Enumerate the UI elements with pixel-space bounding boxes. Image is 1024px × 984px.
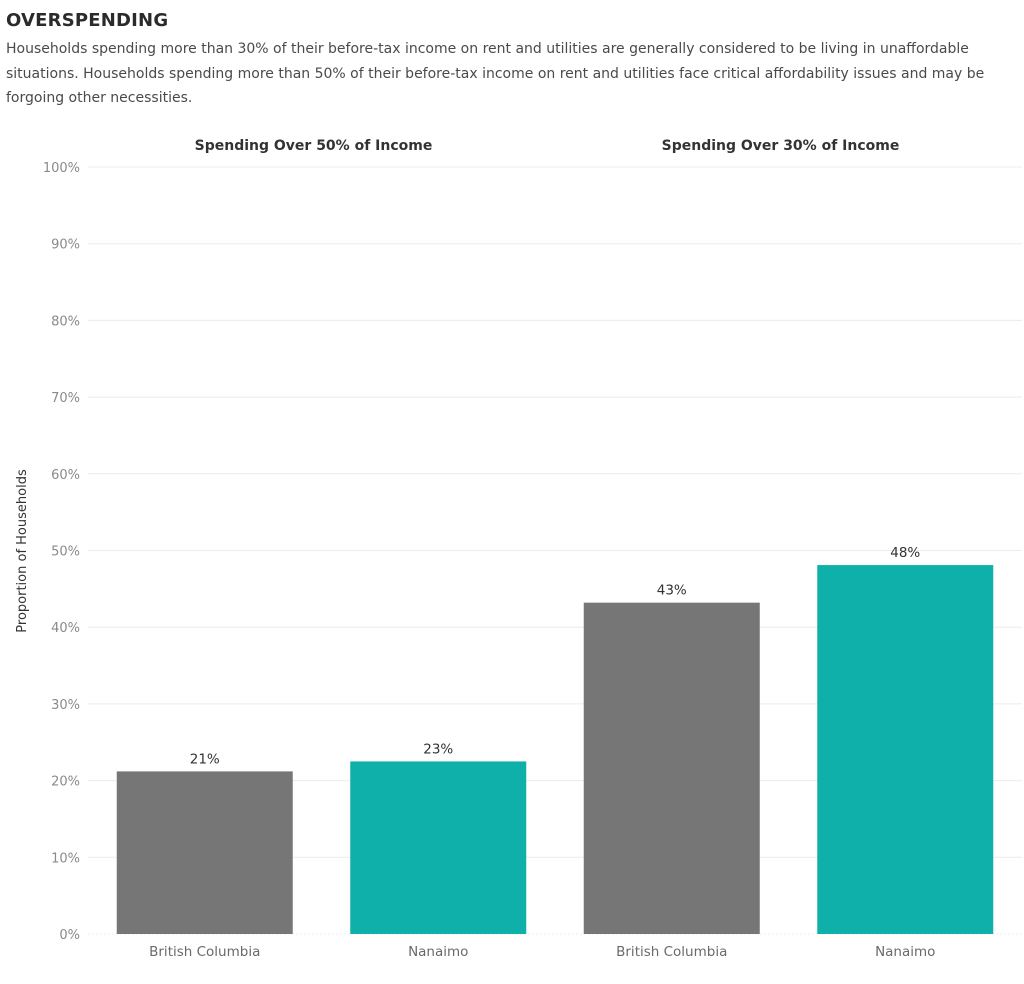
bar-british-columbia — [583, 602, 760, 934]
panel-title: Spending Over 50% of Income — [195, 138, 433, 154]
data-label: 43% — [657, 583, 687, 599]
y-tick-label: 80% — [51, 314, 80, 329]
y-tick-label: 0% — [59, 928, 80, 943]
x-category-label: Nanaimo — [875, 944, 935, 960]
y-tick-label: 10% — [51, 851, 80, 866]
y-tick-label: 90% — [51, 238, 80, 253]
chart-title: OVERSPENDING — [6, 10, 169, 31]
y-tick-label: 50% — [51, 545, 80, 560]
chart-subtitle: Households spending more than 30% of the… — [6, 41, 985, 106]
bar-nanaimo — [350, 761, 527, 934]
data-label: 23% — [423, 741, 453, 757]
y-axis-label: Proportion of Households — [15, 469, 30, 633]
y-tick-label: 70% — [51, 391, 80, 406]
y-tick-label: 30% — [51, 698, 80, 713]
y-tick-label: 100% — [43, 161, 80, 176]
data-label: 21% — [190, 751, 220, 767]
x-category-label: British Columbia — [149, 944, 260, 960]
data-label: 48% — [890, 545, 920, 561]
y-tick-label: 20% — [51, 775, 80, 790]
x-category-label: Nanaimo — [408, 944, 468, 960]
panel-title: Spending Over 30% of Income — [662, 138, 900, 154]
y-tick-label: 40% — [51, 621, 80, 636]
x-category-label: British Columbia — [616, 944, 727, 960]
bar-british-columbia — [116, 771, 293, 934]
bar-nanaimo — [817, 565, 994, 934]
y-tick-label: 60% — [51, 468, 80, 483]
